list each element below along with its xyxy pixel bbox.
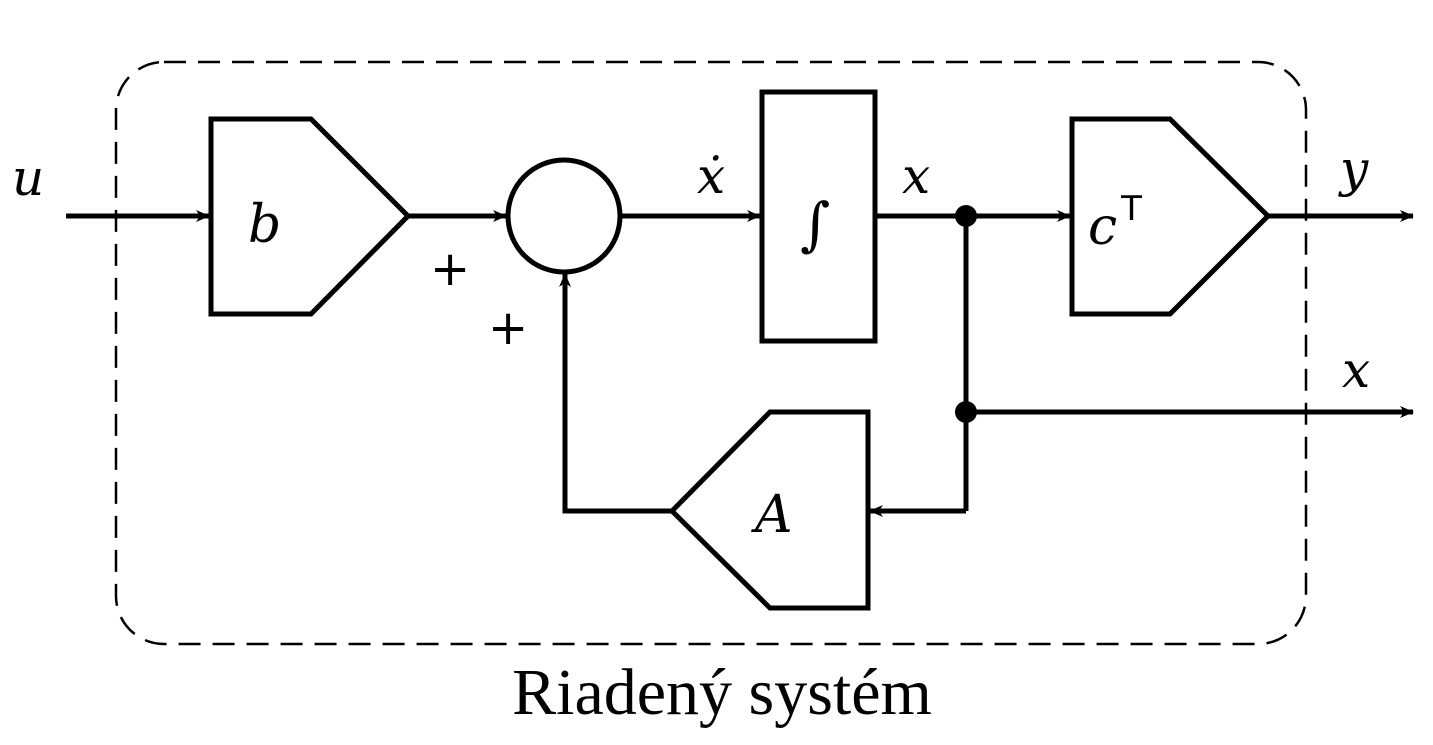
- branch-dot-bottom: [955, 401, 977, 423]
- sign-plus-left: +: [430, 241, 470, 297]
- feedback-line: [559, 273, 672, 514]
- gain-block-ct: [1069, 116, 1272, 317]
- block-label-b: b: [248, 195, 281, 255]
- block-label-a: A: [751, 485, 793, 545]
- gain-block-b: [208, 116, 412, 317]
- system-boundary: [114, 60, 1308, 646]
- sign-plus-bottom: +: [488, 300, 528, 356]
- branch-dot-top: [955, 205, 977, 227]
- label-y: y: [1338, 140, 1369, 198]
- label-x-output: x: [1342, 341, 1370, 399]
- label-x: x: [902, 147, 930, 205]
- block-label-c: c: [1088, 197, 1117, 257]
- summing-junction: [505, 157, 623, 275]
- gain-block-a: [668, 409, 871, 611]
- label-u: u: [12, 149, 44, 207]
- block-label-integral: ∫: [800, 190, 830, 258]
- label-x-dot: ẋ: [697, 147, 725, 205]
- transpose-superscript: T: [1120, 189, 1142, 229]
- diagram-caption: Riadený systém: [512, 656, 932, 729]
